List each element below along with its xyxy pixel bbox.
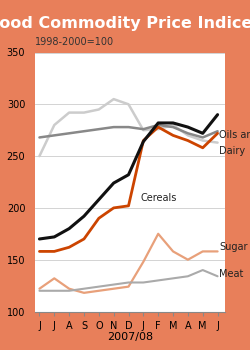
Text: 1998-2000=100: 1998-2000=100 bbox=[35, 37, 114, 47]
Text: Meat: Meat bbox=[219, 269, 244, 279]
Text: Dairy: Dairy bbox=[219, 146, 245, 156]
Text: Oils and Fats: Oils and Fats bbox=[219, 131, 250, 140]
X-axis label: 2007/08: 2007/08 bbox=[107, 332, 153, 342]
Text: Food Commodity Price Indices: Food Commodity Price Indices bbox=[0, 16, 250, 31]
Text: Cereals: Cereals bbox=[140, 193, 177, 203]
Text: Sugar: Sugar bbox=[219, 242, 248, 252]
